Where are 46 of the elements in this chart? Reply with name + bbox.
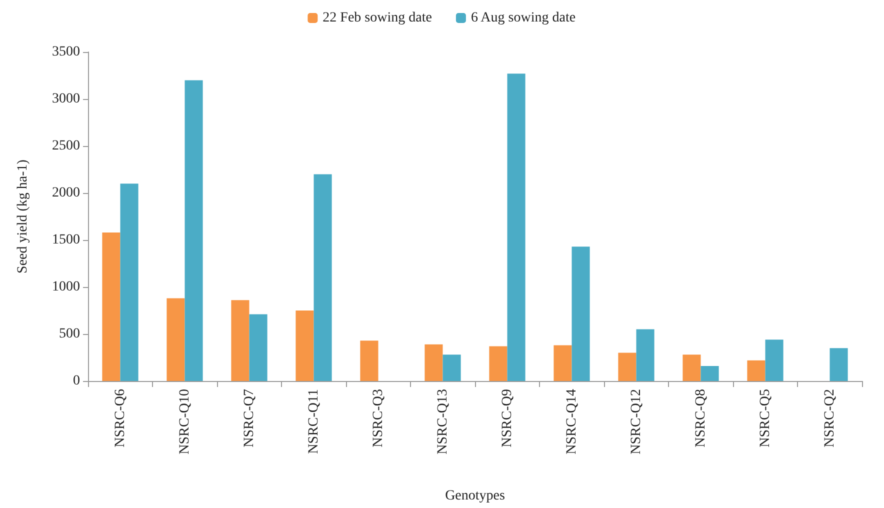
y-tick-label: 1500	[52, 232, 80, 248]
x-tick-label: NSRC-Q7	[242, 389, 257, 448]
bar	[249, 314, 268, 381]
bar	[184, 80, 203, 381]
bar	[489, 346, 508, 381]
bar	[636, 329, 654, 381]
y-tick-label: 2500	[52, 138, 80, 154]
bar	[166, 298, 185, 381]
bar	[765, 340, 784, 381]
y-tick-label: 1000	[52, 280, 80, 294]
bar	[830, 348, 848, 381]
x-tick-label: NSRC-Q5	[758, 389, 773, 448]
bar	[102, 232, 120, 381]
bar	[572, 246, 590, 381]
legend-label: 6 Aug sowing date	[470, 10, 576, 26]
x-tick-label: NSRC-Q3	[370, 389, 386, 448]
x-tick-label: NSRC-Q10	[177, 389, 192, 454]
bar	[700, 366, 719, 381]
x-tick-label: NSRC-Q9	[500, 389, 515, 448]
bar	[747, 360, 766, 381]
bar	[424, 344, 443, 381]
y-tick-label: 3500	[52, 44, 80, 60]
y-tick-label: 3000	[52, 92, 80, 106]
x-tick-label: NSRC-Q13	[435, 389, 450, 454]
x-tick-label: NSRC-Q8	[693, 389, 708, 448]
bar	[554, 345, 572, 381]
y-axis-title: Seed yield (kg ha-1)	[16, 159, 30, 274]
bar	[507, 74, 526, 381]
x-tick-label: NSRC-Q2	[822, 389, 838, 448]
bar	[120, 184, 138, 381]
x-tick-label: NSRC-Q12	[628, 389, 644, 454]
bar	[442, 354, 461, 381]
y-tick-label: 2000	[52, 186, 80, 200]
x-tick-label: NSRC-Q6	[112, 389, 128, 448]
bar	[682, 354, 701, 381]
bar	[296, 310, 314, 381]
legend-label: 22 Feb sowing date	[322, 10, 432, 26]
y-tick-label: 500	[59, 326, 80, 342]
bar	[360, 340, 378, 381]
x-tick-label: NSRC-Q11	[306, 389, 322, 454]
bar	[314, 174, 332, 381]
bar	[231, 300, 250, 381]
bar	[618, 352, 636, 381]
x-axis-title: Genotypes	[445, 488, 505, 504]
y-tick-label: 0	[73, 374, 80, 388]
x-tick-label: NSRC-Q14	[564, 389, 580, 454]
